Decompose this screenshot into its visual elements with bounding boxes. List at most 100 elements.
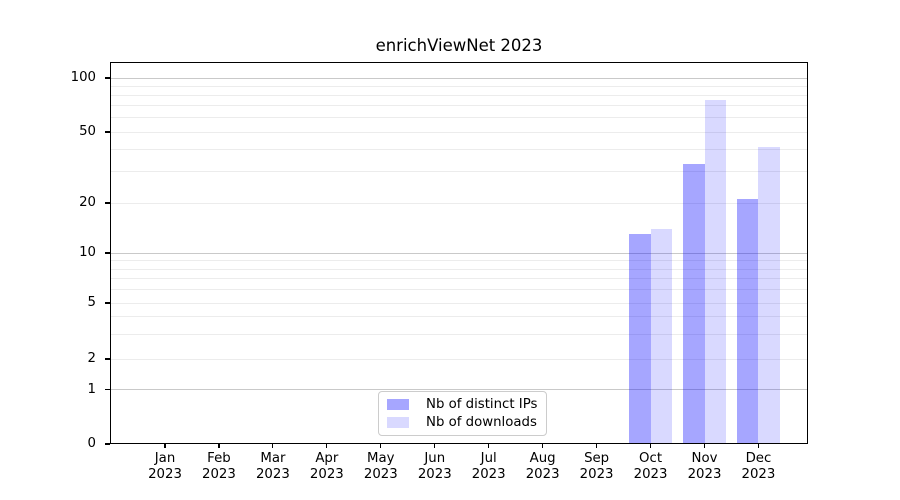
y-tick-label: 1 (87, 381, 96, 397)
x-tick-month: Apr (315, 451, 339, 466)
y-tick-label: 0 (87, 436, 96, 451)
x-tick-label: Jul 2023 (457, 451, 521, 484)
y-gridline-minor (110, 117, 808, 119)
y-tick-label: 10 (79, 245, 96, 260)
y-axis-tick (105, 77, 110, 79)
x-tick-label: Aug 2023 (511, 451, 575, 484)
legend: Nb of distinct IPs Nb of downloads (378, 391, 548, 436)
x-tick-year: 2023 (741, 467, 776, 483)
x-tick-month: Jan (154, 451, 176, 466)
chart-title: enrichViewNet 2023 (375, 36, 543, 55)
y-gridline-minor (110, 278, 808, 280)
legend-swatch-downloads (387, 417, 409, 428)
y-gridline (110, 77, 808, 79)
y-gridline-minor (110, 316, 808, 318)
legend-label: Nb of distinct IPs (426, 397, 538, 412)
axis-spine-right (806, 62, 808, 444)
x-tick-label: Dec 2023 (726, 451, 790, 484)
bar-downloads (650, 228, 673, 444)
y-gridline-minor (110, 260, 808, 262)
x-tick-label: Jun 2023 (403, 451, 467, 484)
y-axis-tick (105, 358, 110, 360)
x-tick-label: Oct 2023 (619, 451, 683, 484)
x-tick-year: 2023 (148, 467, 182, 483)
y-axis-tick (105, 443, 110, 445)
x-tick-year: 2023 (202, 467, 236, 483)
plot-area (110, 62, 808, 444)
x-tick-label: Mar 2023 (241, 451, 305, 484)
x-axis-tick (272, 444, 274, 449)
legend-item: Nb of downloads (384, 415, 537, 430)
legend-swatch-distinct-ips (387, 399, 409, 410)
x-tick-month: May (367, 451, 395, 466)
x-tick-month: Jun (424, 451, 446, 466)
bar-distinct-ips (683, 164, 705, 444)
bar-downloads (704, 100, 726, 444)
y-gridline (110, 202, 808, 204)
x-tick-month: Feb (207, 451, 231, 466)
x-tick-label: Apr 2023 (295, 451, 359, 484)
y-tick-label: 20 (79, 195, 96, 210)
x-axis-tick (596, 444, 598, 449)
x-tick-label: Jan 2023 (133, 451, 197, 484)
y-axis-tick (105, 252, 110, 254)
y-gridline (110, 358, 808, 360)
x-tick-year: 2023 (417, 467, 452, 483)
x-tick-month: Dec (745, 451, 772, 466)
x-tick-year: 2023 (255, 467, 290, 483)
y-gridline-minor (110, 289, 808, 291)
x-axis-tick (380, 444, 382, 449)
y-axis-tick (105, 131, 110, 133)
bar-distinct-ips (629, 234, 651, 444)
x-tick-month: Sep (584, 451, 610, 466)
y-gridline (110, 302, 808, 304)
x-tick-year: 2023 (633, 467, 668, 483)
x-axis-tick (542, 444, 544, 449)
x-axis-tick (649, 444, 652, 449)
y-gridline-minor (110, 171, 808, 173)
x-tick-month: Oct (639, 451, 663, 466)
x-axis-tick (757, 444, 760, 449)
y-gridline-minor (110, 148, 808, 150)
x-tick-year: 2023 (363, 467, 398, 483)
bar-distinct-ips (736, 199, 759, 444)
x-axis-tick (326, 444, 328, 449)
y-gridline (110, 131, 808, 133)
x-tick-month: Aug (529, 451, 556, 466)
y-tick-label: 2 (87, 351, 96, 366)
x-tick-label: Nov 2023 (673, 451, 737, 484)
x-tick-month: Nov (691, 451, 718, 466)
x-tick-month: Mar (260, 451, 286, 466)
x-axis-tick (434, 444, 436, 449)
y-gridline (110, 389, 808, 390)
y-gridline-minor (110, 333, 808, 335)
x-tick-year: 2023 (525, 467, 560, 483)
axis-spine-left (110, 62, 112, 444)
y-gridline-minor (110, 268, 808, 270)
y-tick-label: 100 (70, 70, 96, 85)
x-tick-label: Feb 2023 (187, 451, 251, 484)
y-gridline-minor (110, 94, 808, 96)
x-tick-year: 2023 (687, 467, 722, 483)
x-tick-year: 2023 (579, 467, 614, 483)
x-tick-label: Sep 2023 (565, 451, 629, 484)
y-gridline-minor (110, 85, 808, 87)
x-tick-month: Jul (480, 451, 497, 466)
y-gridline (110, 252, 808, 254)
axis-spine-bottom (110, 442, 808, 444)
x-tick-year: 2023 (309, 467, 344, 483)
x-tick-label: May 2023 (349, 451, 413, 484)
y-axis-tick (105, 302, 110, 304)
y-gridline-minor (110, 105, 808, 107)
x-axis-tick (703, 444, 706, 449)
axis-spine-top (110, 62, 808, 64)
y-tick-label: 50 (79, 124, 96, 139)
legend-item: Nb of distinct IPs (384, 397, 537, 412)
x-tick-year: 2023 (471, 467, 506, 483)
y-tick-label: 5 (87, 295, 96, 310)
bar-downloads (758, 147, 780, 444)
legend-label: Nb of downloads (426, 415, 537, 430)
x-axis-tick (164, 444, 166, 449)
x-axis-tick (488, 444, 490, 449)
